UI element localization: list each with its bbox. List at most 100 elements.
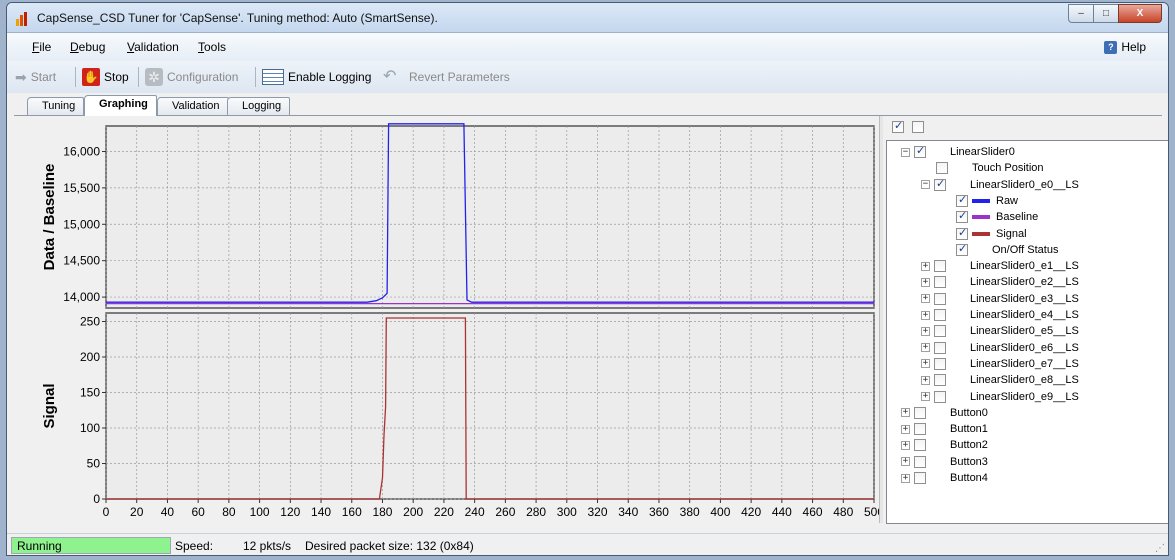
tree-node[interactable]: − LinearSlider0_e0__LS — [921, 177, 1079, 193]
tree-node-label: Baseline — [996, 211, 1039, 224]
expand-icon[interactable]: + — [921, 342, 930, 353]
tree-node-label: Button0 — [950, 406, 988, 419]
revert-arrow-icon: ↶ — [383, 68, 397, 85]
tab-tuning[interactable]: Tuning — [27, 97, 85, 115]
tab-logging[interactable]: Logging — [227, 97, 291, 115]
tree-node-label: Raw — [996, 194, 1019, 207]
expand-icon[interactable]: + — [901, 456, 910, 467]
tab-graphing[interactable]: Graphing — [84, 95, 157, 116]
title-bar: CapSense_CSD Tuner for 'CapSense'. Tunin… — [7, 3, 1168, 33]
expand-icon[interactable]: + — [901, 472, 910, 483]
tree-node[interactable]: + LinearSlider0_e4__LS — [921, 307, 1079, 323]
tree-node[interactable]: + Button4 — [901, 470, 988, 486]
help-menu[interactable]: ? Help — [1104, 40, 1146, 54]
tree-node-checkbox[interactable] — [934, 325, 946, 338]
tree-node-label: LinearSlider0 — [950, 146, 1015, 158]
tree-node-checkbox[interactable] — [956, 226, 968, 240]
app-window: CapSense_CSD Tuner for 'CapSense'. Tunin… — [6, 2, 1169, 556]
tree-node-checkbox[interactable] — [914, 406, 926, 419]
menu-tools[interactable]: Tools — [198, 40, 226, 54]
tree-node-checkbox[interactable] — [934, 260, 946, 273]
expand-icon[interactable]: + — [901, 407, 910, 418]
tree-node-checkbox[interactable] — [956, 193, 968, 207]
expand-icon[interactable]: + — [921, 358, 930, 369]
charts-svg: 14,000 14,500 15,000 15,500 16,000 Data / Bas… — [41, 123, 884, 519]
tree-node-checkbox[interactable] — [934, 390, 946, 403]
menu-debug[interactable]: Debug — [70, 40, 105, 54]
tree-node[interactable]: + LinearSlider0_e9__LS — [921, 389, 1079, 405]
tree-node-checkbox[interactable] — [914, 423, 926, 436]
menu-validation[interactable]: Validation — [127, 40, 179, 54]
toolbar-separator — [138, 67, 139, 87]
bottom-xtick-label: 460 — [803, 505, 823, 519]
uncheck-all-checkbox[interactable] — [912, 121, 924, 133]
tree-node[interactable]: Signal — [941, 226, 1027, 242]
stop-button[interactable]: ✋ Stop — [82, 66, 129, 88]
tree-node[interactable]: + Button2 — [901, 437, 988, 453]
tree-node[interactable]: + Button1 — [901, 421, 988, 437]
tree-node-checkbox[interactable] — [934, 177, 946, 191]
expand-icon[interactable]: + — [921, 276, 930, 287]
tree-node-checkbox[interactable] — [956, 242, 968, 256]
close-icon[interactable]: X — [1118, 4, 1162, 23]
expand-icon[interactable]: + — [921, 374, 930, 385]
expand-icon[interactable]: + — [921, 309, 930, 320]
tree-node-checkbox[interactable] — [956, 209, 968, 224]
tree-node-checkbox[interactable] — [934, 374, 946, 387]
tree-node-checkbox[interactable] — [934, 276, 946, 289]
collapse-icon[interactable]: − — [921, 179, 930, 190]
bottom-xtick-label: 20 — [130, 505, 144, 519]
tree-node-checkbox[interactable] — [934, 357, 946, 370]
tree-node[interactable]: + LinearSlider0_e1__LS — [921, 258, 1079, 274]
bottom-xtick-label: 100 — [250, 505, 270, 519]
menu-debug-label: Debug — [70, 40, 106, 54]
start-button[interactable]: ➡ Start — [15, 66, 56, 88]
tree-node-checkbox[interactable] — [914, 144, 926, 158]
tree-node[interactable]: Raw — [941, 193, 1018, 209]
revert-parameters-button[interactable]: ↶ Revert Parameters — [383, 66, 510, 88]
tree-node[interactable]: + LinearSlider0_e2__LS — [921, 274, 1079, 290]
tree-node-checkbox[interactable] — [914, 439, 926, 452]
chart-area: 14,000 14,500 15,000 15,500 16,000 Data / Bas… — [14, 116, 884, 523]
packet-size-label: Desired packet size: 132 (0x84) — [305, 539, 474, 553]
panel-splitter[interactable] — [879, 116, 883, 523]
tree-node[interactable]: − LinearSlider0 — [901, 144, 1015, 160]
expand-icon[interactable]: + — [921, 260, 930, 271]
tree-node[interactable]: + LinearSlider0_e6__LS — [921, 340, 1079, 356]
maximize-icon[interactable]: □ — [1093, 4, 1119, 23]
resize-grip-icon[interactable]: ⋰ — [1155, 543, 1165, 554]
tree-node-checkbox[interactable] — [936, 162, 948, 175]
expand-icon[interactable]: + — [921, 325, 930, 336]
collapse-icon[interactable]: − — [901, 146, 910, 157]
bottom-xtick-label: 320 — [588, 505, 608, 519]
tree-node-checkbox[interactable] — [914, 472, 926, 484]
tree-node-checkbox[interactable] — [934, 292, 946, 305]
tree-node-label: Button2 — [950, 439, 988, 452]
expand-icon[interactable]: + — [921, 293, 930, 304]
tree-node[interactable]: On/Off Status — [941, 242, 1058, 258]
start-label: Start — [30, 70, 57, 84]
tree-node-checkbox[interactable] — [914, 455, 926, 468]
play-arrow-icon: ➡ — [15, 68, 27, 85]
expand-icon[interactable]: + — [901, 423, 910, 434]
tree-node[interactable]: + Button3 — [901, 454, 988, 470]
tree-node[interactable]: + Button0 — [901, 405, 988, 421]
tree-node-checkbox[interactable] — [934, 341, 946, 354]
tree-node[interactable]: + LinearSlider0_e7__LS — [921, 356, 1079, 372]
tree-node-checkbox[interactable] — [934, 309, 946, 321]
enable-logging-button[interactable]: Enable Logging — [262, 66, 371, 88]
check-all-checkbox[interactable] — [892, 119, 904, 133]
tab-validation[interactable]: Validation — [157, 97, 229, 115]
window-title: CapSense_CSD Tuner for 'CapSense'. Tunin… — [37, 11, 438, 25]
tree-node[interactable]: Touch Position — [921, 160, 1044, 176]
minimize-icon[interactable]: – — [1068, 4, 1094, 23]
tree-node[interactable]: Baseline — [941, 209, 1038, 225]
tree-node[interactable]: + LinearSlider0_e3__LS — [921, 291, 1079, 307]
tree-node[interactable]: + LinearSlider0_e8__LS — [921, 372, 1079, 388]
expand-icon[interactable]: + — [901, 439, 910, 450]
menu-file[interactable]: File — [32, 40, 51, 54]
tree-node[interactable]: + LinearSlider0_e5__LS — [921, 323, 1079, 339]
expand-icon[interactable]: + — [921, 391, 930, 401]
revert-parameters-label: Revert Parameters — [409, 70, 510, 84]
configuration-button[interactable]: ✲ Configuration — [145, 66, 238, 88]
